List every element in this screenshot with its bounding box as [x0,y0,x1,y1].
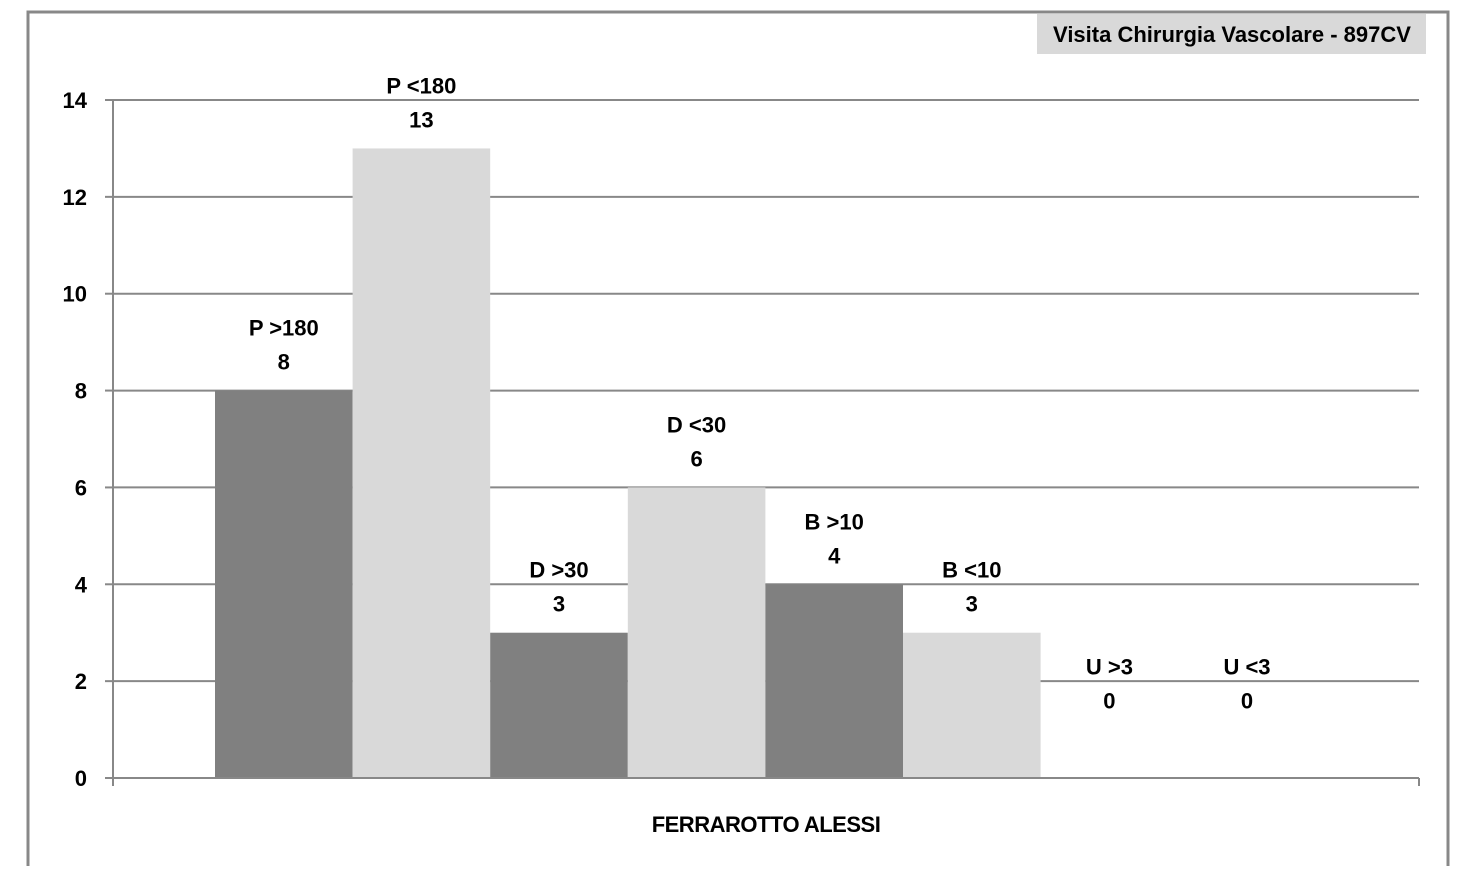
data-label-category: U <3 [1223,655,1270,680]
y-tick-label: 6 [75,475,87,500]
bar-series [215,148,1041,778]
y-tick-label: 10 [63,282,87,307]
data-label-value: 3 [553,592,565,617]
data-label-category: P <180 [386,73,456,98]
y-tick-label: 8 [75,379,87,404]
data-label-category: D >30 [529,558,588,583]
bar [215,390,353,778]
bar [627,487,766,778]
chart-title: Visita Chirurgia Vascolare - 897CV [1053,22,1411,47]
y-axis-ticks: 0 2 4 6 8 10 12 14 [63,88,113,791]
y-tick-label: 2 [75,669,87,694]
data-label-category: P >180 [249,316,319,341]
data-label-category: B >10 [805,509,864,534]
bar [352,148,491,778]
data-label-value: 6 [690,446,702,471]
x-axis-label: FERRAROTTO ALESSI [652,812,881,837]
data-label-value: 8 [278,350,290,375]
y-tick-label: 0 [75,766,87,791]
data-label-category: B <10 [942,558,1001,583]
title-box [1037,14,1426,54]
data-label-value: 0 [1103,689,1115,714]
data-label-value: 0 [1241,689,1253,714]
bar [765,584,903,778]
data-label-category: D <30 [667,412,726,437]
bar [903,632,1041,778]
data-labels: P >180 8 P <180 13 D >30 3 D <30 6 B >10 4 B <10 3 U… [249,73,1271,713]
data-label-category: U >3 [1086,655,1133,680]
bar [490,632,628,778]
data-label-value: 3 [966,592,978,617]
data-label-value: 4 [828,543,841,568]
data-label-value: 13 [409,107,433,132]
y-tick-label: 14 [63,88,88,113]
y-tick-label: 4 [75,572,88,597]
y-tick-label: 12 [63,185,87,210]
